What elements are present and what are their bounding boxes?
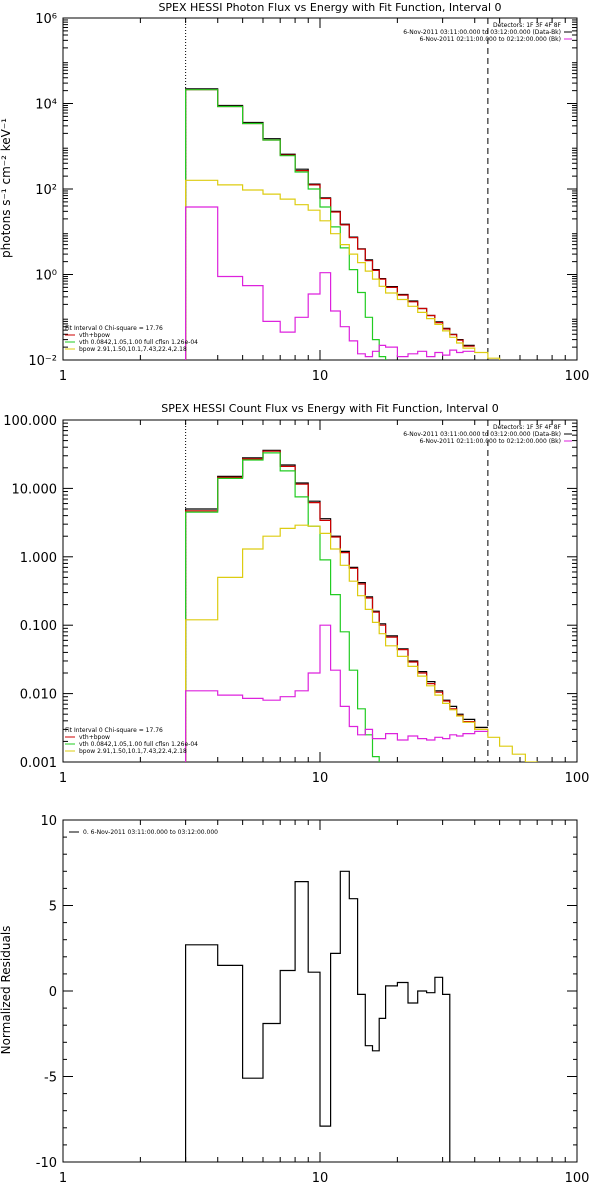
plot-area: 1 10 100 10⁻² 10⁰ 10² 10⁴ 10⁶ Detectors: 1F 3F 4…: [28, 12, 589, 384]
x-tick-label: 100: [565, 369, 590, 384]
legend-top-text: 6-Nov-2011 03:11:00.000 to 03:12:00.000 …: [403, 431, 561, 438]
series-line-3: [185, 179, 501, 360]
legend-top-left-text: 0. 6-Nov-2011 03:11:00.000 to 03:12:00.0…: [83, 829, 218, 836]
chart-photon-flux: SPEX HESSI Photon Flux vs Energy with Fi…: [0, 1, 589, 384]
legend-bottom-text: bpow 2.91,1.50,10.1,7.43,22.4,2.18: [79, 748, 187, 755]
x-tick-label: 1: [59, 1171, 67, 1186]
y-tick-label: 1.000: [20, 551, 57, 566]
x-tick-label: 1: [59, 369, 67, 384]
legend-bottom-text: Fit Interval 0 Chi-square = 17.76: [65, 325, 163, 332]
legend-top-text: 6-Nov-2011 03:11:00.000 to 03:12:00.000 …: [403, 29, 561, 36]
chart-residuals: Normalized Residuals 1 10 100 -10 -5 0 5 10 0. 6…: [0, 814, 589, 1186]
y-tick-label: 10⁴: [35, 98, 57, 113]
legend-bottom-text: bpow 2.91,1.50,10.1,7.43,22.4,2.18: [79, 346, 187, 353]
legend-bottom-text: vth+bpow: [79, 734, 110, 741]
series-line-2: [185, 89, 387, 360]
legend-bottom-text: vth 0.0842,1.05,1.00 full cflsn 1.26e-04: [79, 339, 198, 346]
y-tick-label: 0.010: [20, 688, 57, 703]
series-group: [185, 88, 501, 360]
y-tick-label: 10⁻²: [28, 354, 57, 369]
legend-bottom-text: vth+bpow: [79, 332, 110, 339]
x-tick-label: 100: [565, 1171, 590, 1186]
legend-top-text: 6-Nov-2011 02:11:00.000 to 02:12:00.000 …: [419, 438, 561, 445]
series-line-2: [185, 452, 380, 762]
series-line-4: [185, 624, 488, 762]
y-tick-label: -10: [36, 1156, 57, 1171]
y-tick-label: 10²: [35, 183, 57, 198]
y-tick-label: 10⁰: [35, 269, 57, 284]
series-line-3: [185, 524, 538, 762]
y-tick-label: 0: [49, 985, 57, 1000]
y-tick-label: 0.001: [20, 756, 57, 771]
x-tick-label: 100: [565, 771, 590, 786]
legend-top-text: Detectors: 1F 3F 4F 8F: [493, 424, 562, 431]
series-line-1: [185, 450, 488, 762]
y-tick-label: 10⁶: [35, 12, 57, 27]
x-tick-label: 10: [312, 1171, 329, 1186]
plot-area: 1 10 100 0.001 0.010 0.100 1.000 10.000 100.000 D…: [3, 414, 589, 786]
x-tick-label: 1: [59, 771, 67, 786]
series-line-0: [185, 870, 451, 1162]
x-tick-label: 10: [312, 369, 329, 384]
legend-bottom-text: vth 0.0842,1.05,1.00 full cflsn 1.26e-04: [79, 741, 198, 748]
series-group: [185, 870, 451, 1162]
plot-frame: [62, 419, 578, 763]
y-tick-label: 0.100: [20, 619, 57, 634]
y-tick-label: -5: [44, 1071, 57, 1086]
y-tick-label: 10.000: [12, 482, 58, 497]
legend-top-text: Detectors: 1F 3F 4F 8F: [493, 22, 562, 29]
chart-count-flux: SPEX HESSI Count Flux vs Energy with Fit…: [3, 402, 589, 786]
x-tick-label: 10: [312, 771, 329, 786]
y-tick-label: 5: [49, 900, 57, 915]
plot-area: 1 10 100 -10 -5 0 5 10 0. 6-Nov-2011 03:11:00.00…: [36, 814, 590, 1186]
series-group: [185, 449, 538, 762]
chart-title: SPEX HESSI Count Flux vs Energy with Fit…: [161, 402, 498, 415]
y-axis-label: Normalized Residuals: [0, 926, 13, 1055]
y-axis-label: photons s⁻¹ cm⁻² keV⁻¹: [0, 118, 13, 258]
series-line-0: [185, 449, 488, 762]
series-line-4: [185, 206, 475, 360]
chart-title: SPEX HESSI Photon Flux vs Energy with Fi…: [158, 1, 501, 14]
y-tick-label: 100.000: [3, 414, 57, 429]
y-tick-label: 10: [40, 814, 57, 829]
legend-top-text: 6-Nov-2011 02:11:00.000 to 02:12:00.000 …: [419, 36, 561, 43]
legend-bottom-text: Fit Interval 0 Chi-square = 17.76: [65, 727, 163, 734]
